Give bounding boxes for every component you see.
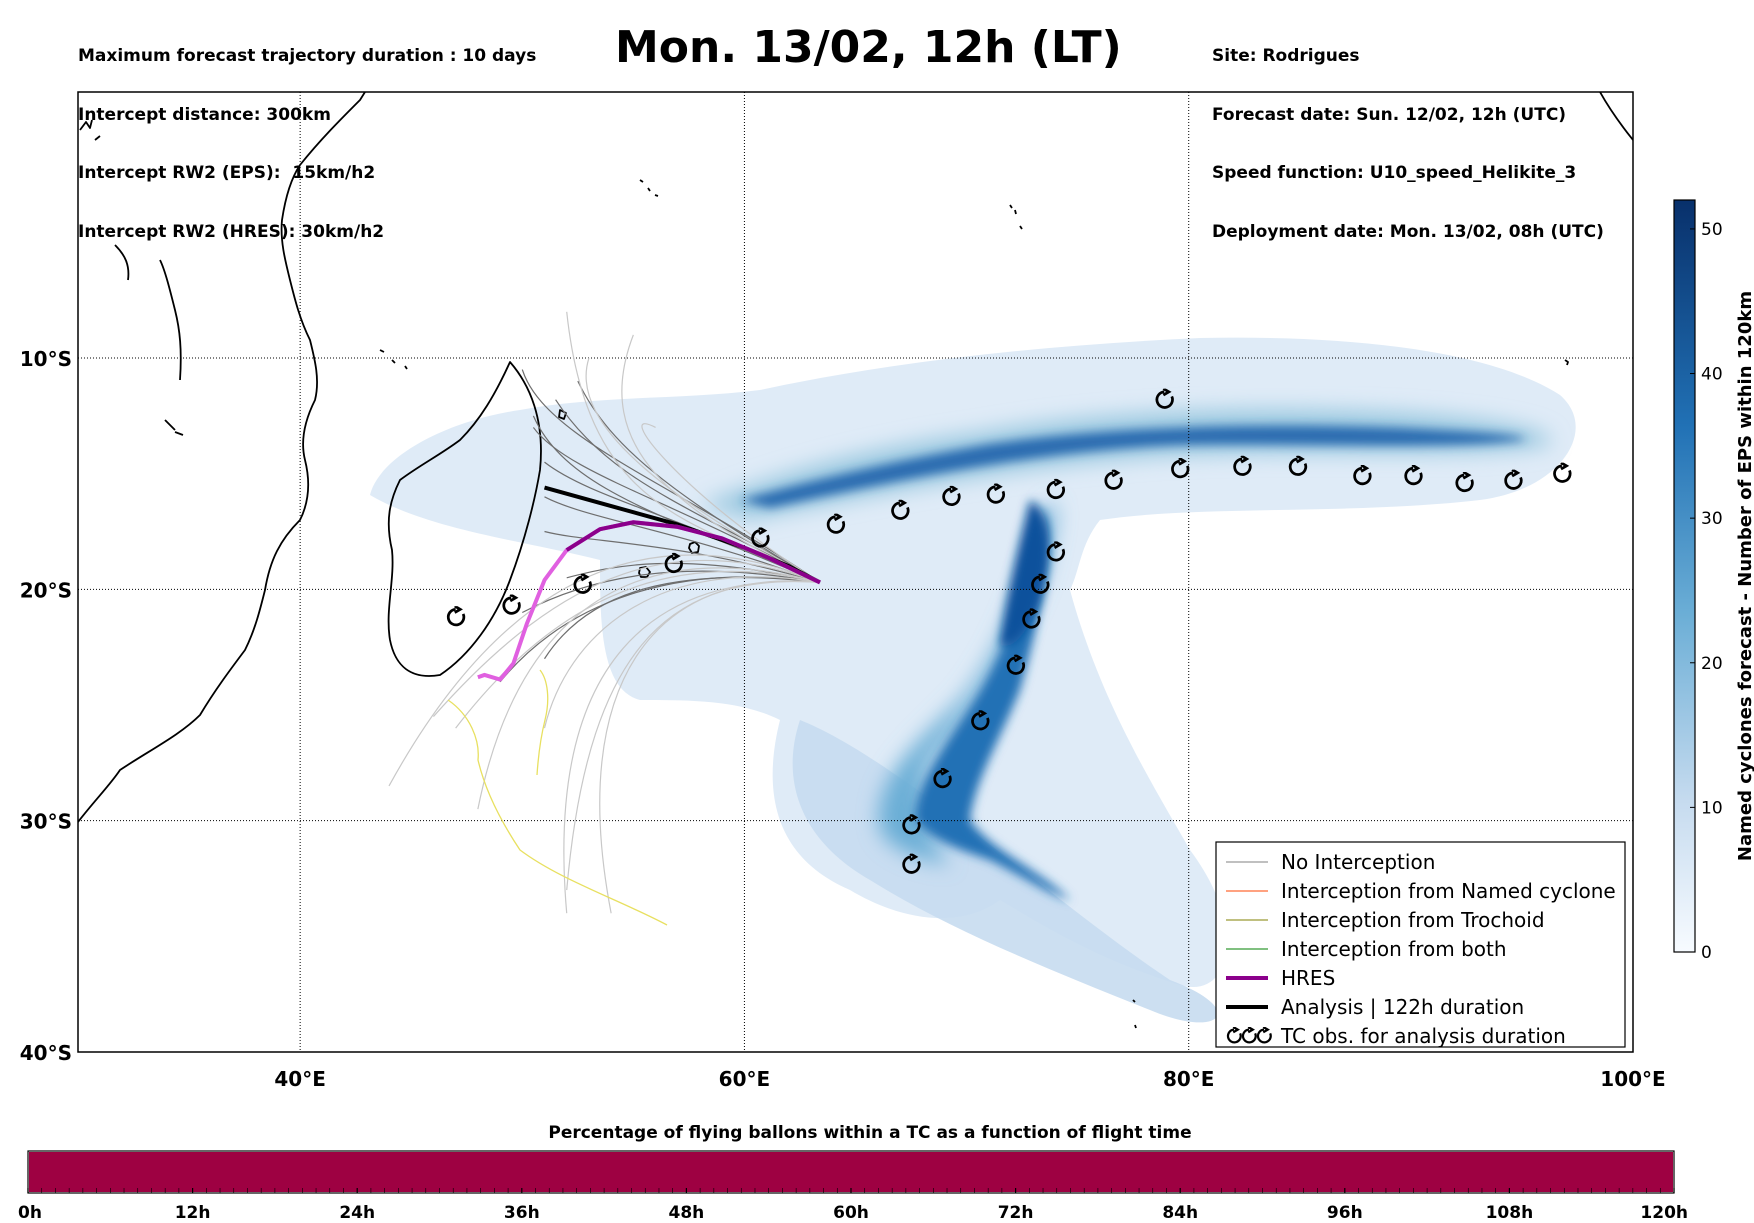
colorbar-tick-label: 10 [1701, 798, 1723, 818]
africa-coastline [78, 92, 366, 823]
x-tick-label: 80°E [1163, 1067, 1215, 1091]
colorbar: Named cyclones forecast - Number of EPS … [1673, 199, 1754, 963]
density-core-band [740, 425, 1526, 508]
trochoid-track [536, 669, 549, 776]
tc-observation-icon [446, 606, 466, 627]
chagos-islands [1132, 999, 1137, 1029]
legend-label: Interception from Named cyclone [1281, 879, 1616, 903]
y-tick-label: 20°S [20, 578, 72, 602]
colorbar-tick-label: 30 [1701, 509, 1723, 529]
map-frame [77, 91, 1634, 1053]
ensemble-trajectory [641, 423, 821, 583]
map-plot-area [78, 92, 1633, 1052]
legend-label: Interception from both [1281, 937, 1507, 961]
ensemble-trajectory [477, 567, 821, 810]
coastlines [78, 92, 1633, 1029]
time-bar-tick-label: 84h [1162, 1203, 1198, 1223]
page-title: Mon. 13/02, 12h (LT) [615, 22, 1122, 73]
time-bar: Percentage of flying ballons within a TC… [18, 1123, 1688, 1223]
legend-label: No Interception [1281, 850, 1435, 874]
colorbar-tick-label: 20 [1701, 654, 1723, 674]
ensemble-trajectory [585, 357, 821, 583]
time-bar-tick-label: 12h [175, 1203, 211, 1223]
site-info: Site: Rodrigues Forecast date: Sun. 12/0… [1212, 8, 1604, 262]
site-line: Forecast date: Sun. 12/02, 12h (UTC) [1212, 104, 1567, 125]
time-bar-ticks: 0h 12h 24h 36h 48h 60h 72h 84h 96h 108h 120h [18, 1188, 1688, 1223]
legend-label: Interception from Trochoid [1281, 908, 1545, 932]
time-bar-tick-label: 60h [833, 1203, 869, 1223]
sumatra-tip [1599, 92, 1633, 141]
ensemble-trajectory [532, 415, 821, 583]
colorbar-tick-label: 40 [1701, 365, 1723, 385]
trochoid-track [447, 699, 668, 926]
y-tick-label: 30°S [20, 810, 72, 834]
time-bar-tick-label: 24h [339, 1203, 375, 1223]
density-vertical-band [878, 500, 1056, 865]
hres-track-segment [565, 520, 821, 585]
colorbar-gradient [1673, 199, 1696, 953]
ensemble-trajectory [555, 399, 821, 583]
param-line: Maximum forecast trajectory duration : 1… [78, 46, 537, 66]
legend-label: Analysis | 122h duration [1281, 995, 1524, 1019]
ensemble-trajectory [432, 559, 821, 717]
density-hotspot [1000, 500, 1049, 647]
x-tick-label: 60°E [719, 1067, 771, 1091]
small-island-east [1564, 359, 1569, 366]
legend-frame [1215, 841, 1626, 1048]
ensemble-trajectory [388, 554, 821, 787]
time-bar-tick-label: 48h [669, 1203, 705, 1223]
ensemble-trajectory [544, 496, 821, 583]
param-line: Intercept RW2 (HRES): 30km/h2 [78, 221, 385, 242]
colorbar-tick-label: 50 [1701, 220, 1723, 240]
legend: No Interception Interception from Named c… [1215, 841, 1626, 1048]
time-bar-tick-label: 108h [1486, 1203, 1534, 1223]
east-africa-islands [114, 244, 184, 436]
time-bar-tick-label: 0h [18, 1203, 42, 1223]
site-line: Deployment date: Mon. 13/02, 08h (UTC) [1212, 221, 1604, 242]
time-bar-fill [29, 1152, 1673, 1192]
ensemble-trajectory [532, 427, 821, 583]
seychelles-islands [639, 179, 659, 197]
comoros-islands [379, 349, 408, 370]
colorbar-tick-label: 0 [1701, 943, 1712, 963]
ensemble-trajectory [621, 334, 821, 583]
maldives-islands [1009, 204, 1023, 230]
x-axis-ticks: 40°E 60°E 80°E 100°E [274, 1067, 1665, 1091]
time-bar-tick-label: 72h [998, 1203, 1034, 1223]
x-tick-label: 40°E [274, 1067, 326, 1091]
site-line: Site: Rodrigues [1212, 46, 1360, 66]
ensemble-trajectory [522, 570, 821, 614]
site-line: Speed function: U10_speed_Helikite_3 [1212, 163, 1577, 183]
ensemble-trajectory [455, 570, 821, 729]
time-bar-title: Percentage of flying ballons within a TC… [548, 1123, 1191, 1143]
madagascar-coastline [387, 361, 542, 677]
time-bar-tick-label: 36h [504, 1203, 540, 1223]
tc-observation-icon [502, 594, 521, 615]
ensemble-trajectory [543, 576, 821, 729]
legend-label: HRES [1281, 966, 1335, 990]
time-bar-tick-label: 96h [1327, 1203, 1363, 1223]
ensemble-trajectory [544, 530, 821, 583]
time-bar-tick-label: 120h [1640, 1203, 1688, 1223]
ensemble-trajectory [577, 380, 821, 583]
arabian-coast [79, 119, 101, 141]
forecast-parameters: Maximum forecast trajectory duration : 1… [78, 8, 536, 262]
ensemble-trajectories [388, 311, 821, 914]
trochoid-tracks [447, 669, 668, 926]
y-tick-label: 10°S [20, 347, 72, 371]
colorbar-label: Named cyclones forecast - Number of EPS … [1735, 291, 1754, 861]
param-line: Intercept distance: 300km [78, 104, 331, 125]
ensemble-trajectory [563, 580, 820, 914]
x-tick-label: 100°E [1600, 1067, 1665, 1091]
param-line: Intercept RW2 (EPS): 15km/h2 [78, 163, 376, 183]
y-tick-label: 40°S [20, 1041, 72, 1065]
ensemble-trajectory [543, 576, 821, 660]
legend-label: TC obs. for analysis duration [1280, 1024, 1566, 1048]
y-axis-ticks: 10°S 20°S 30°S 40°S [20, 347, 72, 1065]
